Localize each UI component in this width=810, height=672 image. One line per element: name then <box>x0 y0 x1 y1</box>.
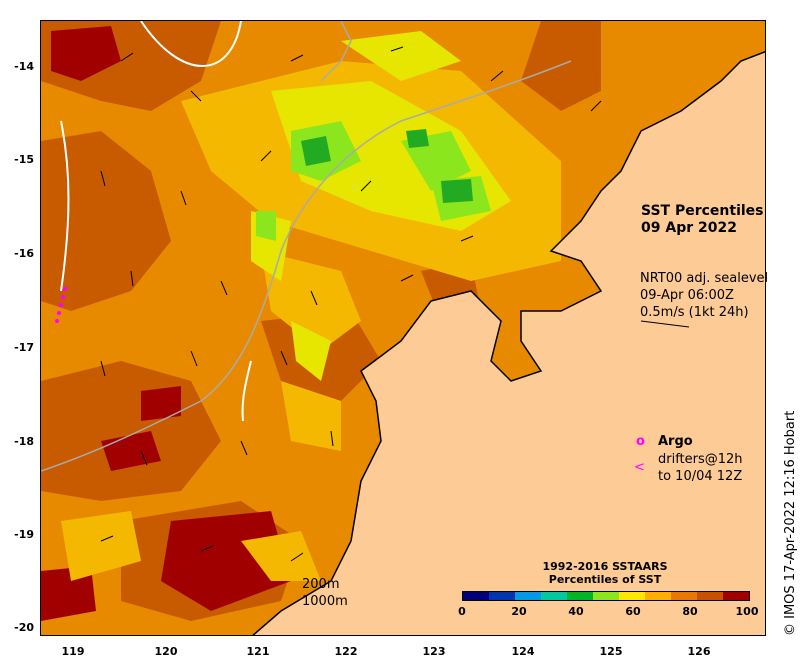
contour-200m-label: 200m <box>302 577 340 592</box>
map-title-line1: SST Percentiles <box>641 203 764 219</box>
drifter-legend: drifters@12h to 10/04 12Z <box>658 451 743 485</box>
colorbar-tick: 40 <box>568 605 584 618</box>
lat-label: -18 <box>14 435 34 448</box>
lon-label: 126 <box>687 645 711 658</box>
lat-label: -14 <box>14 60 34 73</box>
colorbar-swatch <box>567 592 593 600</box>
colorbar-swatch <box>671 592 697 600</box>
argo-track <box>55 287 67 323</box>
lat-label: -17 <box>14 341 34 354</box>
colorbar-tick: 60 <box>625 605 641 618</box>
colorbar-tick: 0 <box>458 605 466 618</box>
colorbar-title-line1: 1992-2016 SSTAARS <box>542 560 668 573</box>
lat-label: -19 <box>14 528 34 541</box>
argo-marker-icon: o <box>636 434 645 449</box>
current-vectors <box>100 46 690 562</box>
colorbar-swatch <box>645 592 671 600</box>
sealevel-line1: NRT00 adj. sealevel <box>640 271 769 286</box>
lon-label: 120 <box>154 645 178 658</box>
contour-1000m <box>41 21 572 472</box>
colorbar-swatch <box>723 592 749 600</box>
sealevel-line2: 09-Apr 06:00Z <box>640 288 734 303</box>
australia-landmass <box>252 50 765 635</box>
drifter-marker-icon: < <box>634 460 645 475</box>
coolest-patches <box>301 129 473 203</box>
map-title: SST Percentiles 09 Apr 2022 <box>641 203 764 237</box>
colorbar-title: 1992-2016 SSTAARS Percentiles of SST <box>530 560 680 586</box>
lon-label: 123 <box>422 645 446 658</box>
colorbar-tick: 20 <box>511 605 527 618</box>
lat-label: -16 <box>14 247 34 260</box>
map-canvas <box>41 21 765 635</box>
colorbar <box>462 591 750 601</box>
sst-map[interactable] <box>40 20 766 636</box>
lon-label: 124 <box>511 645 535 658</box>
colorbar-swatch <box>619 592 645 600</box>
drifter-legend-line2: to 10/04 12Z <box>658 469 743 484</box>
drifter-legend-line1: drifters@12h <box>658 452 743 467</box>
lon-label: 119 <box>61 645 85 658</box>
colorbar-tick: 100 <box>735 605 759 618</box>
argo-legend-label: Argo <box>658 434 693 449</box>
colorbar-swatch <box>515 592 541 600</box>
contour-1000m-label: 1000m <box>302 594 348 609</box>
colorbar-swatch <box>593 592 619 600</box>
lon-label: 122 <box>334 645 358 658</box>
colorbar-swatch <box>463 592 489 600</box>
colorbar-swatch <box>697 592 723 600</box>
lat-label: -20 <box>14 621 34 634</box>
lon-label: 125 <box>599 645 623 658</box>
map-title-line2: 09 Apr 2022 <box>641 220 737 236</box>
colorbar-tick: 80 <box>682 605 698 618</box>
colorbar-swatch <box>489 592 515 600</box>
lat-label: -15 <box>14 153 34 166</box>
contour-lines <box>60 21 252 422</box>
colorbar-swatch <box>541 592 567 600</box>
sealevel-annotation: NRT00 adj. sealevel 09-Apr 06:00Z 0.5m/s… <box>640 270 768 321</box>
colorbar-title-line2: Percentiles of SST <box>548 573 662 586</box>
credit-text: © IMOS 17-Apr-2022 12:16 Hobart <box>783 410 798 636</box>
lon-label: 121 <box>246 645 270 658</box>
sealevel-line3: 0.5m/s (1kt 24h) <box>640 305 749 320</box>
